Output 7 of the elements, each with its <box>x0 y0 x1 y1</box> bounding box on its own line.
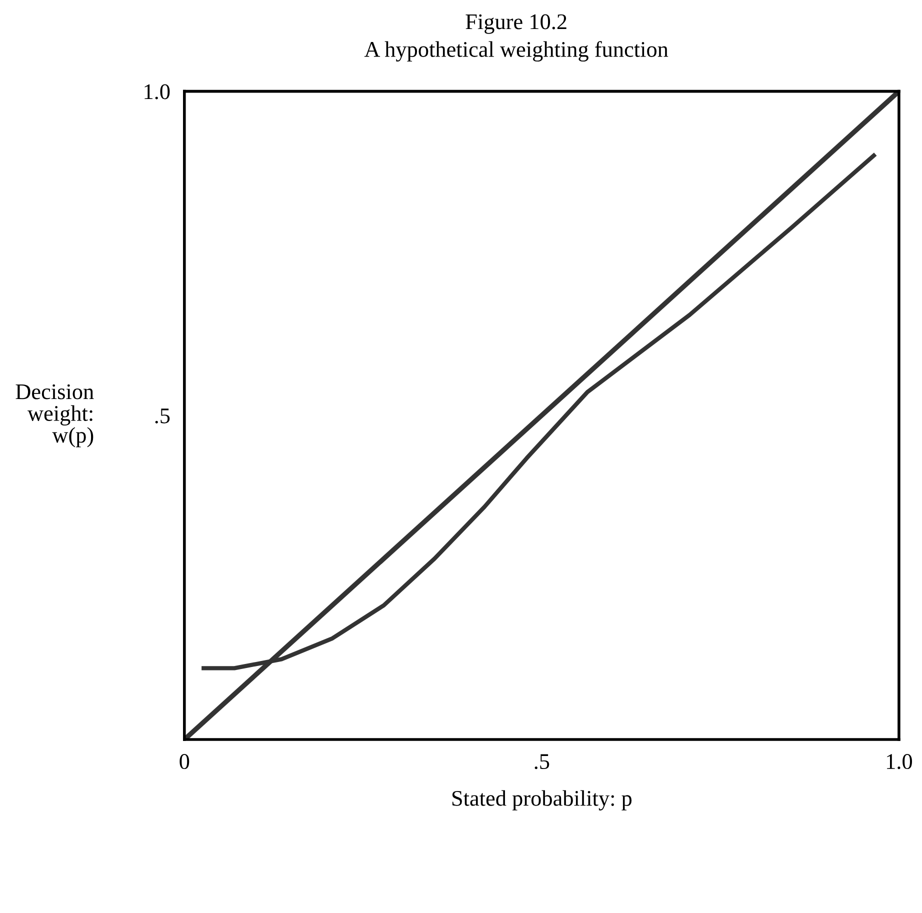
x-axis-title: Stated probability: p <box>452 790 632 810</box>
y-axis-title: Decision weight: w(p) <box>16 384 94 448</box>
chart-title: Figure 10.2 <box>466 14 566 34</box>
chart-subtitle: A hypothetical weighting function <box>364 41 668 62</box>
x-tick-label: .5 <box>534 754 550 770</box>
x-tick-label: 0 <box>180 754 190 770</box>
x-tick-label: 1.0 <box>887 754 912 770</box>
